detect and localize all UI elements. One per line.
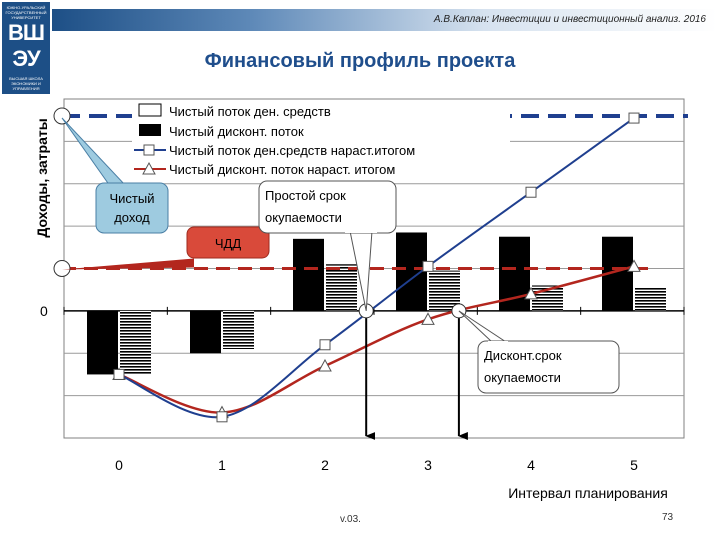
discounted-payback-callout: [477, 340, 620, 394]
simple-payback-callout: [258, 180, 397, 234]
bar-discounted-cash-flow-5: [635, 287, 666, 311]
y-axis-title: Доходы, затраты: [34, 118, 50, 237]
legend-swatch-discounted-flow: [139, 124, 161, 136]
author-line: А.В.Каплан: Инвестиции и инвестиционный …: [433, 14, 706, 25]
bar-net-cash-flow-0: [87, 310, 118, 375]
cumulative-net-point-4: [525, 186, 537, 198]
net-income-marker: [53, 107, 71, 125]
logo-letters-top: ВШ: [8, 20, 45, 45]
legend-label-0: Чистый поток ден. средств: [169, 104, 331, 119]
cumulative-discounted-point-4: [524, 286, 538, 300]
cumulative-net-point-1: [216, 411, 228, 423]
university-logo: ЮЖНО-УРАЛЬСКИЙ ГОСУДАРСТВЕННЫЙ УНИВЕРСИТ…: [2, 2, 50, 94]
simple-payback-callout-joint: [345, 227, 377, 233]
bar-discounted-cash-flow-0: [120, 310, 151, 375]
cumulative-net-point-3: [422, 260, 434, 272]
discounted-payback-callout-joint: [488, 341, 508, 345]
bar-discounted-cash-flow-3: [429, 270, 460, 311]
simple-payback-line-2: окупаемости: [265, 210, 342, 225]
discounted-payback-line-1: Дисконт.срок: [484, 348, 562, 363]
y-zero-label: 0: [40, 303, 48, 319]
npv-marker: [53, 260, 71, 277]
header-bar: [52, 9, 717, 31]
cumulative-discounted-point-3: [421, 312, 435, 325]
bar-net-cash-flow-1: [190, 310, 221, 354]
cumulative-discounted-point-5: [627, 259, 641, 272]
logo-bottom-text: ВЫСШАЯ ШКОЛА ЭКОНОМИКИ И УПРАВЛЕНИЯ: [9, 76, 43, 91]
x-tick-label-0: 0: [115, 457, 123, 473]
version-label: v.03.: [340, 514, 361, 525]
cumulative-net-point-5: [628, 112, 640, 124]
x-tick-label-1: 1: [218, 457, 226, 473]
bar-discounted-cash-flow-1: [223, 310, 254, 350]
bar-discounted-cash-flow-2: [326, 264, 357, 311]
slide-title: Финансовый профиль проекта: [204, 50, 516, 72]
net-income-callout: [95, 182, 169, 234]
legend-box: [132, 103, 510, 177]
page-number: 73: [662, 512, 674, 523]
x-tick-label-5: 5: [630, 457, 638, 473]
cumulative-net-point-0: [113, 368, 125, 380]
x-tick-label-3: 3: [424, 457, 432, 473]
legend-label-2: Чистый поток ден.средств нараст.итогом: [169, 143, 415, 158]
cumulative-discounted-point-2: [318, 358, 332, 372]
legend-swatch-cumulative-net-marker: [143, 144, 155, 156]
x-axis-title: Интервал планирования: [508, 485, 668, 501]
cumulative-net-point-2: [319, 339, 331, 351]
legend-label-3: Чистый дисконт. поток нараст. итогом: [169, 162, 395, 177]
bar-net-cash-flow-2: [293, 238, 324, 311]
net-income-callout-line-2: доход: [114, 210, 150, 225]
npv-callout-pointer: [62, 258, 194, 270]
legend-swatch-cumulative-discounted-marker: [142, 161, 156, 175]
cumulative-discounted-flow-line: [118, 265, 635, 414]
legend-label-1: Чистый дисконт. поток: [169, 124, 304, 139]
x-tick-label-4: 4: [527, 457, 535, 473]
discounted-payback-line-2: окупаемости: [484, 370, 561, 385]
legend-swatch-net-cash-flow: [138, 103, 162, 117]
logo-top-text: ЮЖНО-УРАЛЬСКИЙ ГОСУДАРСТВЕННЫЙ УНИВЕРСИТ…: [5, 5, 47, 20]
simple-payback-line-1: Простой срок: [265, 188, 346, 203]
x-tick-label-2: 2: [321, 457, 329, 473]
logo-letters-bottom: ЭУ: [12, 46, 40, 71]
npv-callout-label: ЧДД: [215, 236, 241, 251]
npv-callout: [186, 226, 270, 259]
net-income-callout-line-1: Чистый: [110, 191, 155, 206]
